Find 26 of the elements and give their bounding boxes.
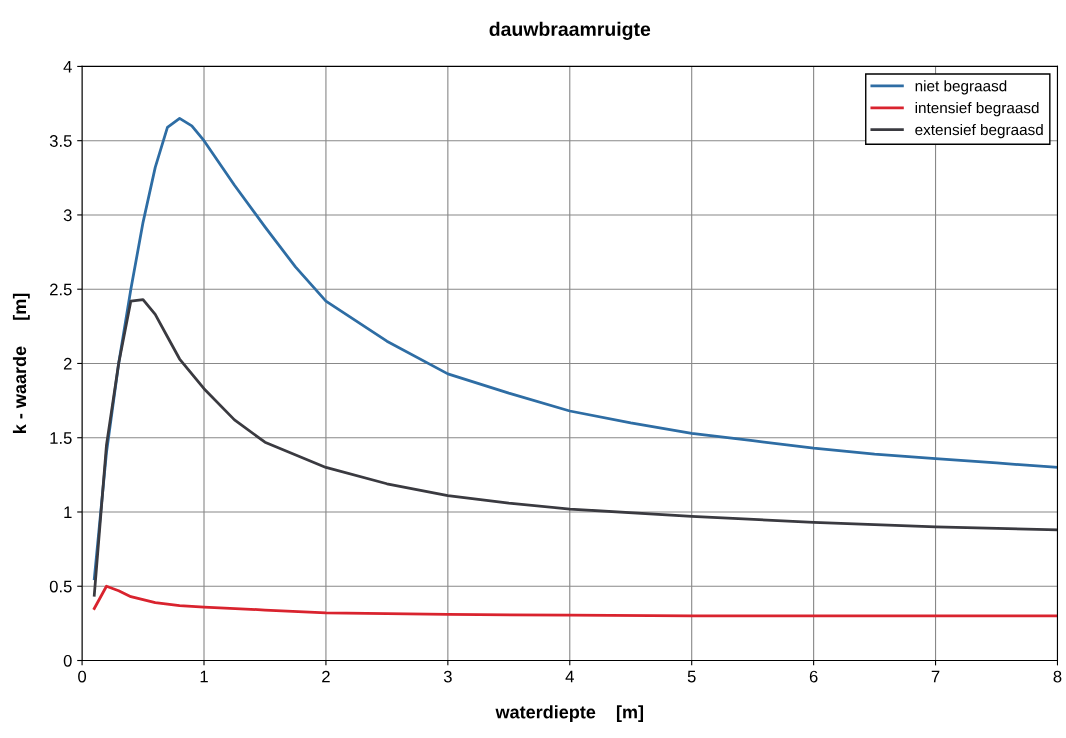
x-tick-label: 3 xyxy=(443,670,452,683)
y-tick-label: 2 xyxy=(63,357,72,370)
x-tick-label: 8 xyxy=(1053,670,1062,683)
x-tick-label: 5 xyxy=(687,670,696,683)
line-series xyxy=(92,298,1058,597)
x-tick-label: 0 xyxy=(78,670,87,683)
y-tick-label: 2.5 xyxy=(50,283,72,296)
legend-label: niet begraasd xyxy=(915,80,1007,95)
y-tick-label: 0 xyxy=(63,654,72,667)
chart-title: dauwbraamruigte xyxy=(489,21,651,40)
legend-label: extensief begraasd xyxy=(915,123,1043,139)
x-axis-title: waterdiepte [m] xyxy=(495,705,644,723)
y-tick-label: 3 xyxy=(63,209,72,222)
x-tick-label: 4 xyxy=(565,670,574,683)
x-tick-label: 7 xyxy=(931,670,940,683)
x-tick-label: 2 xyxy=(322,670,330,683)
x-tick-label: 6 xyxy=(809,670,818,683)
y-axis-title: k - waarde [m] xyxy=(12,293,30,433)
y-tick-label: 1 xyxy=(64,506,72,519)
y-tick-label: 0.5 xyxy=(49,580,72,593)
line-series xyxy=(92,584,1058,618)
y-tick-label: 4 xyxy=(63,60,72,73)
y-tick-label: 1.5 xyxy=(50,432,72,444)
y-tick-label: 3.5 xyxy=(49,135,72,147)
legend-label: intensief begraasd xyxy=(915,102,1039,117)
x-tick-label: 1 xyxy=(200,670,208,683)
